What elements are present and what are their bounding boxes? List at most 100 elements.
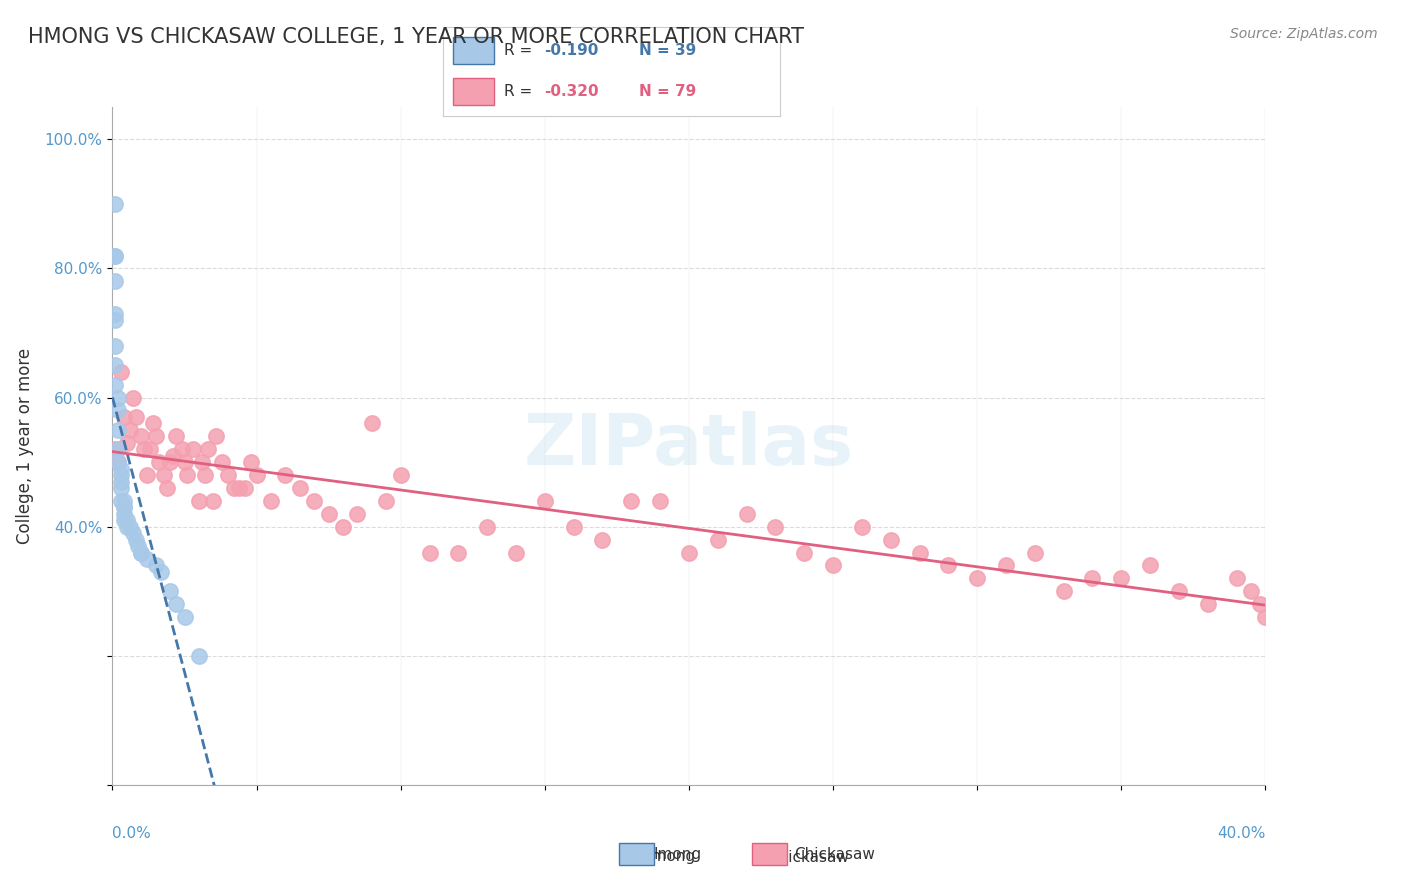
Point [620, 494, 643, 508]
Point [110, 481, 132, 495]
Point [821, 558, 844, 573]
FancyBboxPatch shape [453, 37, 494, 64]
Point [104, 274, 127, 288]
Point [121, 526, 143, 541]
Point [142, 417, 165, 431]
Point [159, 584, 181, 599]
Point [136, 552, 159, 566]
Point [110, 468, 132, 483]
Text: -0.190: -0.190 [544, 44, 599, 58]
Point [104, 359, 127, 373]
Point [1226, 571, 1249, 585]
Point [134, 442, 156, 457]
Point [139, 442, 162, 457]
Point [389, 468, 412, 483]
Point [648, 494, 672, 508]
Point [112, 500, 135, 515]
Point [706, 533, 728, 547]
Point [121, 391, 143, 405]
Point [908, 545, 931, 559]
Point [118, 519, 141, 533]
Point [115, 513, 138, 527]
Point [181, 442, 204, 457]
Point [1081, 571, 1104, 585]
Point [118, 423, 141, 437]
Point [104, 248, 127, 262]
Point [153, 468, 176, 483]
Point [145, 429, 167, 443]
Point [170, 442, 193, 457]
Point [274, 468, 297, 483]
Point [150, 565, 173, 579]
Point [110, 365, 132, 379]
Point [104, 248, 127, 262]
Text: ⬜ Chickasaw: ⬜ Chickasaw [754, 849, 849, 863]
Point [148, 455, 170, 469]
Point [360, 417, 382, 431]
Point [678, 545, 700, 559]
Point [419, 545, 441, 559]
Point [165, 429, 187, 443]
Point [129, 545, 153, 559]
Text: Chickasaw: Chickasaw [794, 847, 876, 862]
Text: N = 39: N = 39 [638, 44, 696, 58]
Point [211, 455, 233, 469]
Point [1197, 597, 1219, 611]
Point [124, 533, 146, 547]
Point [104, 377, 127, 392]
Point [110, 475, 132, 489]
Point [1024, 545, 1046, 559]
Point [222, 481, 245, 495]
Point [995, 558, 1018, 573]
Point [346, 507, 368, 521]
Point [1249, 597, 1271, 611]
Point [562, 519, 585, 533]
Point [156, 481, 179, 495]
Point [112, 409, 135, 424]
Point [475, 519, 498, 533]
Point [159, 455, 181, 469]
Point [332, 519, 354, 533]
Point [115, 519, 138, 533]
Point [245, 468, 267, 483]
Point [115, 435, 138, 450]
Point [104, 339, 127, 353]
Point [107, 391, 129, 405]
Point [217, 468, 239, 483]
Point [966, 571, 988, 585]
Point [162, 449, 184, 463]
Point [447, 545, 470, 559]
Point [765, 519, 787, 533]
Point [107, 403, 129, 417]
Text: 0.0%: 0.0% [112, 826, 152, 840]
Point [197, 442, 219, 457]
Point [735, 507, 758, 521]
Point [107, 455, 129, 469]
FancyBboxPatch shape [453, 78, 494, 105]
Text: N = 79: N = 79 [638, 85, 696, 99]
Point [129, 545, 153, 559]
Point [104, 197, 127, 211]
Point [194, 468, 217, 483]
Text: -0.320: -0.320 [544, 85, 599, 99]
Point [202, 494, 225, 508]
Point [112, 494, 135, 508]
Point [239, 455, 262, 469]
Point [104, 313, 127, 327]
Point [110, 461, 132, 475]
Text: ⬜ Hmong: ⬜ Hmong [626, 849, 696, 863]
Point [205, 429, 228, 443]
Point [1254, 610, 1277, 624]
Point [1052, 584, 1074, 599]
Text: HMONG VS CHICKASAW COLLEGE, 1 YEAR OR MORE CORRELATION CHART: HMONG VS CHICKASAW COLLEGE, 1 YEAR OR MO… [28, 27, 804, 46]
Point [375, 494, 398, 508]
Text: Source: ZipAtlas.com: Source: ZipAtlas.com [1230, 27, 1378, 41]
Text: R =: R = [503, 44, 537, 58]
Point [318, 507, 340, 521]
Point [165, 597, 187, 611]
Point [228, 481, 250, 495]
Point [173, 610, 195, 624]
Point [260, 494, 283, 508]
Point [173, 455, 195, 469]
Text: R =: R = [503, 85, 537, 99]
